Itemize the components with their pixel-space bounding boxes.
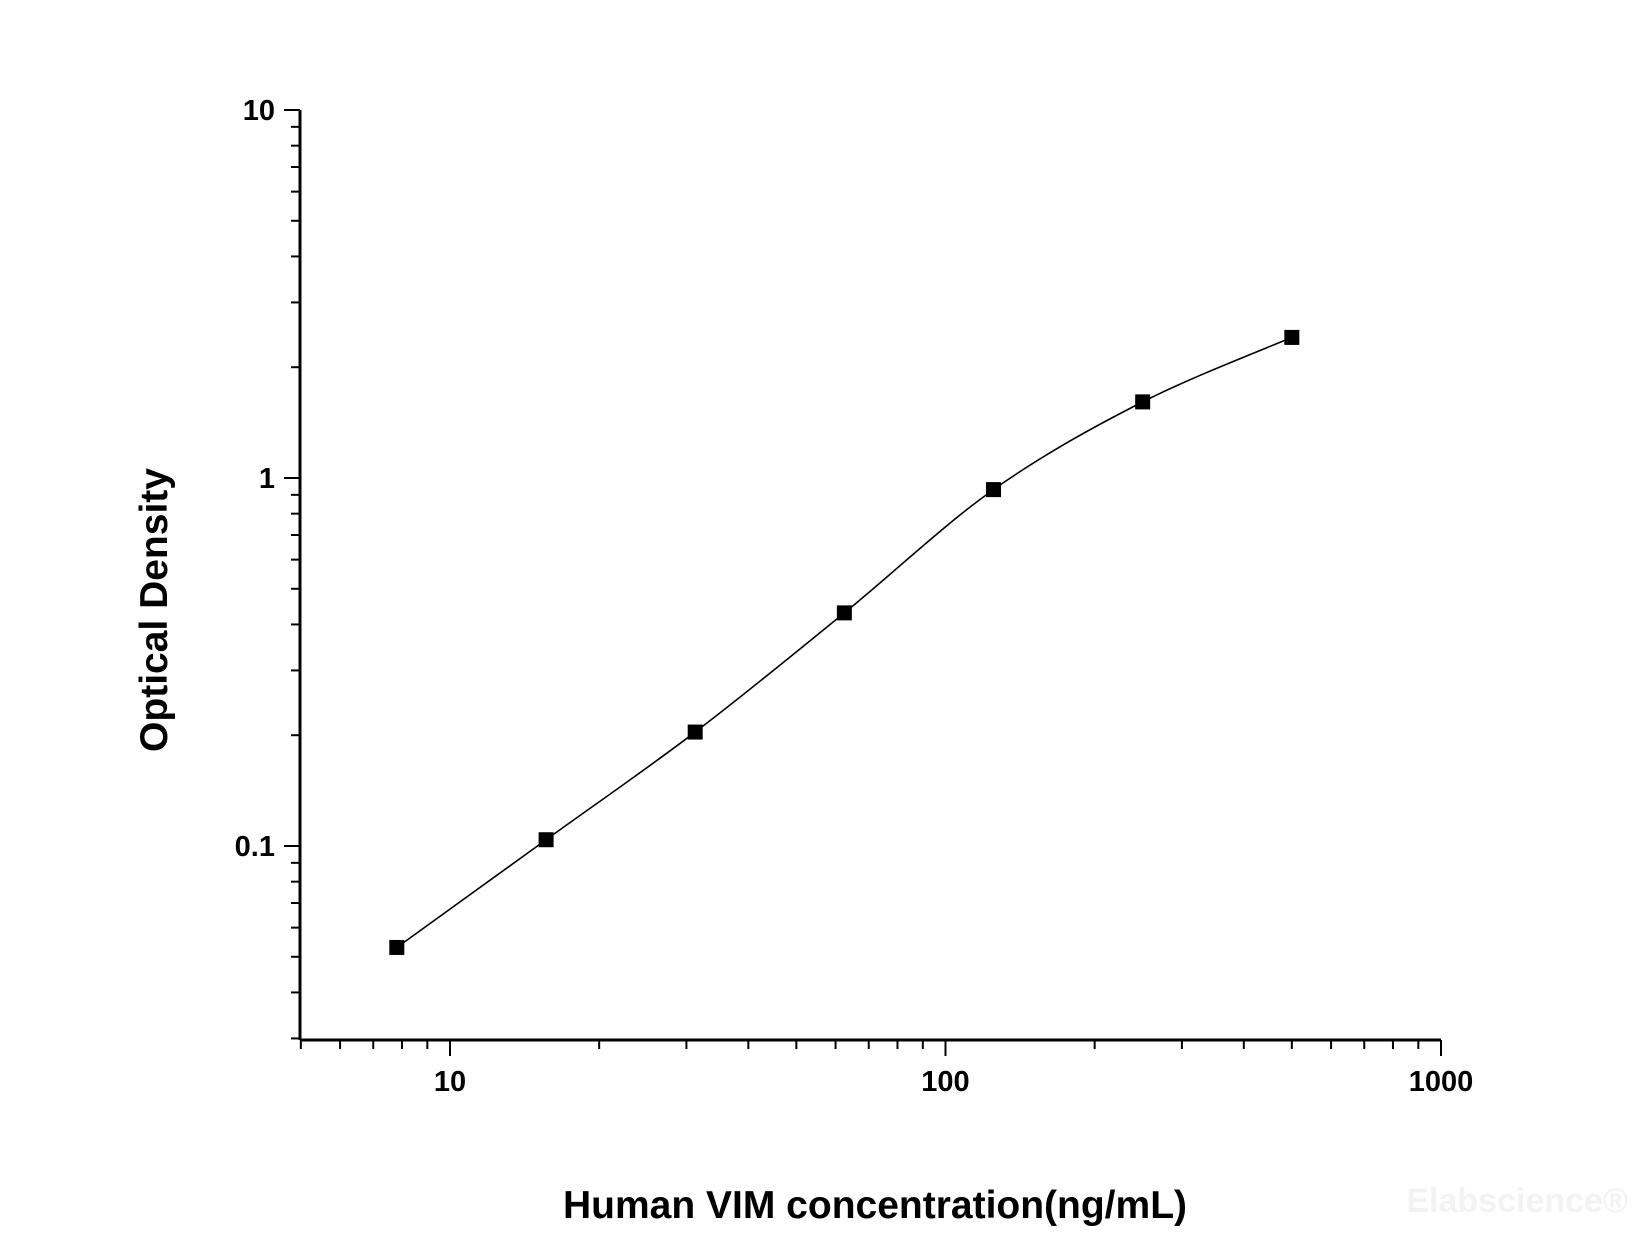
data-point xyxy=(836,605,852,621)
x-axis-title: Human VIM concentration(ng/mL) xyxy=(563,1184,1187,1227)
data-point xyxy=(389,939,405,955)
y-tick-label: 0.1 xyxy=(235,831,275,863)
fit-curve xyxy=(396,336,1293,949)
data-point xyxy=(538,832,554,848)
axes xyxy=(298,110,1441,1042)
data-point xyxy=(1284,329,1300,345)
x-tick-label: 100 xyxy=(921,1066,969,1098)
data-point xyxy=(986,482,1002,498)
y-axis-title: Optical Density xyxy=(133,468,176,752)
tick-labels: 10 100 1000 0.1 1 10 xyxy=(235,95,1474,1098)
y-tick-label: 1 xyxy=(259,463,275,495)
watermark-logo: Elabscience® xyxy=(1406,1182,1628,1220)
x-tick-label: 1000 xyxy=(1409,1066,1474,1098)
x-tick-label: 10 xyxy=(434,1066,466,1098)
data-points xyxy=(389,329,1300,955)
ticks xyxy=(284,109,1442,1056)
data-point xyxy=(687,724,703,740)
y-tick-label: 10 xyxy=(243,95,275,127)
data-point xyxy=(1135,394,1151,410)
